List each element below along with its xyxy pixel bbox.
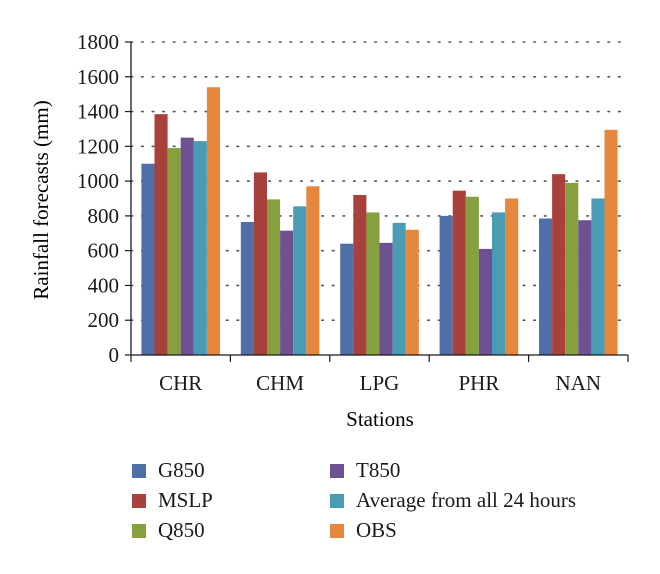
- y-tick-label-600: 600: [88, 239, 120, 263]
- bar-series: [141, 87, 618, 356]
- y-tick-label-1800: 1800: [77, 30, 119, 54]
- bar-nan-q850: [565, 182, 579, 355]
- y-tick-label-200: 200: [88, 308, 120, 332]
- x-tick-label-chr: CHR: [159, 371, 202, 395]
- y-tick-label-1600: 1600: [77, 65, 119, 89]
- y-axis-label: Rainfall forecasts (mm): [29, 100, 53, 299]
- bar-chm-q850: [267, 199, 281, 355]
- y-tick-label-1400: 1400: [77, 100, 119, 124]
- bar-chr-mslp: [154, 114, 168, 356]
- bar-nan-average-from-all-24-hours: [591, 198, 605, 355]
- bar-chr-q850: [167, 148, 181, 355]
- bar-lpg-mslp: [353, 195, 367, 355]
- x-tick-label-lpg: LPG: [360, 371, 400, 395]
- bar-chm-obs: [306, 186, 320, 355]
- bar-chr-obs: [206, 87, 220, 355]
- bar-chm-mslp: [253, 172, 267, 355]
- x-axis-label: Stations: [346, 407, 414, 431]
- bar-nan-mslp: [552, 174, 566, 355]
- y-tick-labels: 0 200 400 600 800 1000 1200 1400 1600 1800: [77, 30, 131, 367]
- bar-lpg-average-from-all-24-hours: [392, 222, 406, 355]
- bar-lpg-obs: [405, 229, 419, 355]
- bar-phr-obs: [505, 198, 519, 355]
- bar-phr-t850: [478, 248, 492, 355]
- bar-phr-average-from-all-24-hours: [492, 212, 506, 355]
- x-tick-labels: CHR CHM LPG PHR NAN: [159, 371, 601, 395]
- bar-lpg-g850: [340, 243, 354, 355]
- bar-nan-g850: [539, 218, 553, 355]
- y-tick-label-1200: 1200: [77, 134, 119, 158]
- y-tick-label-400: 400: [88, 273, 120, 297]
- bar-chr-average-from-all-24-hours: [193, 141, 207, 355]
- bar-phr-mslp: [452, 190, 466, 355]
- bar-chm-t850: [280, 230, 294, 355]
- bar-nan-t850: [578, 220, 592, 355]
- bar-lpg-q850: [366, 212, 380, 355]
- y-tick-label-0: 0: [109, 343, 120, 367]
- y-tick-label-800: 800: [88, 204, 120, 228]
- y-tick-label-1000: 1000: [77, 169, 119, 193]
- bar-chm-g850: [240, 221, 254, 355]
- bar-lpg-t850: [379, 242, 393, 355]
- axes: [130, 42, 629, 362]
- bar-chm-average-from-all-24-hours: [293, 206, 307, 355]
- x-tick-label-phr: PHR: [458, 371, 499, 395]
- bar-phr-q850: [465, 196, 479, 355]
- bar-chr-g850: [141, 163, 155, 355]
- bar-phr-g850: [439, 215, 453, 355]
- x-tick-label-nan: NAN: [556, 371, 602, 395]
- bar-chr-t850: [180, 137, 194, 355]
- bar-nan-obs: [604, 129, 618, 355]
- x-tick-label-chm: CHM: [256, 371, 304, 395]
